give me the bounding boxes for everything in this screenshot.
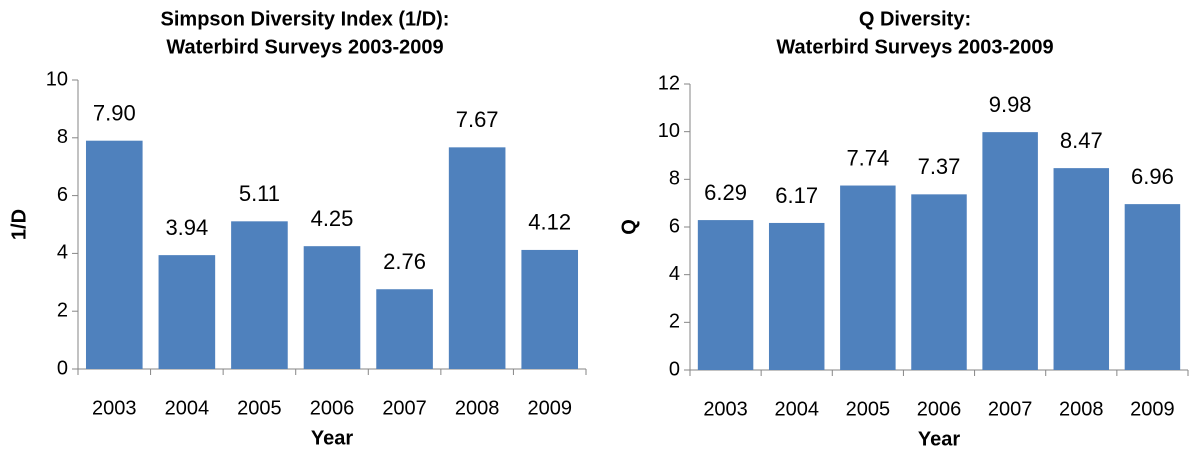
bar — [982, 132, 1038, 370]
y-axis-title: Q — [618, 219, 640, 235]
x-axis-title: Year — [918, 428, 960, 450]
bar — [521, 249, 579, 369]
data-label: 4.12 — [528, 210, 571, 235]
y-tick-label: 0 — [669, 358, 680, 380]
data-label: 7.37 — [918, 154, 961, 179]
y-tick-label: 2 — [669, 311, 680, 333]
y-tick-label: 0 — [57, 357, 68, 379]
data-label: 8.47 — [1060, 128, 1103, 153]
data-label: 4.25 — [311, 206, 354, 231]
x-tick-label: 2006 — [917, 398, 962, 420]
chart-title: Q Diversity: — [859, 8, 971, 30]
x-tick-label: 2003 — [703, 398, 748, 420]
y-tick-label: 10 — [46, 68, 68, 90]
x-tick-label: 2007 — [382, 397, 427, 419]
bar — [376, 289, 433, 369]
data-label: 6.96 — [1131, 164, 1174, 189]
bar — [303, 246, 361, 369]
y-tick-label: 10 — [658, 120, 680, 142]
chart-title: Waterbird Surveys 2003-2009 — [166, 36, 443, 58]
x-tick-label: 2005 — [846, 398, 891, 420]
bar — [768, 222, 825, 370]
x-tick-label: 2009 — [527, 397, 572, 419]
bar — [448, 147, 506, 369]
y-tick-label: 6 — [669, 215, 680, 237]
y-tick-label: 8 — [669, 168, 680, 190]
x-tick-label: 2005 — [237, 397, 282, 419]
y-tick-label: 4 — [669, 263, 680, 285]
x-tick-label: 2008 — [455, 397, 500, 419]
data-label: 7.90 — [93, 101, 136, 126]
bar — [1124, 204, 1181, 370]
x-tick-label: 2004 — [774, 398, 819, 420]
x-tick-label: 2008 — [1059, 398, 1104, 420]
x-tick-label: 2006 — [310, 397, 355, 419]
data-label: 7.74 — [846, 145, 889, 170]
bar — [911, 194, 967, 370]
data-label: 2.76 — [383, 249, 426, 274]
bar — [158, 255, 216, 369]
bar — [85, 140, 143, 369]
y-axis-title: 1/D — [8, 209, 30, 240]
y-tick-label: 8 — [57, 126, 68, 148]
y-tick-label: 2 — [57, 299, 68, 321]
y-tick-label: 6 — [57, 184, 68, 206]
chart-title: Waterbird Surveys 2003-2009 — [776, 36, 1053, 58]
data-label: 5.11 — [239, 181, 280, 206]
data-label: 3.94 — [165, 215, 208, 240]
x-tick-label: 2009 — [1130, 398, 1175, 420]
bar — [1053, 168, 1110, 370]
data-label: 6.17 — [775, 183, 818, 208]
bar — [697, 220, 754, 370]
x-tick-label: 2004 — [165, 397, 210, 419]
y-tick-label: 12 — [658, 72, 680, 94]
bar — [231, 221, 288, 369]
data-label: 9.98 — [989, 92, 1032, 117]
x-axis-title: Year — [311, 427, 353, 449]
bar — [840, 185, 896, 370]
data-label: 7.67 — [456, 107, 499, 132]
chart-title: Simpson Diversity Index (1/D): — [161, 8, 450, 30]
y-tick-label: 4 — [57, 242, 68, 264]
x-tick-label: 2007 — [988, 398, 1033, 420]
data-label: 6.29 — [704, 180, 747, 205]
x-tick-label: 2003 — [92, 397, 137, 419]
